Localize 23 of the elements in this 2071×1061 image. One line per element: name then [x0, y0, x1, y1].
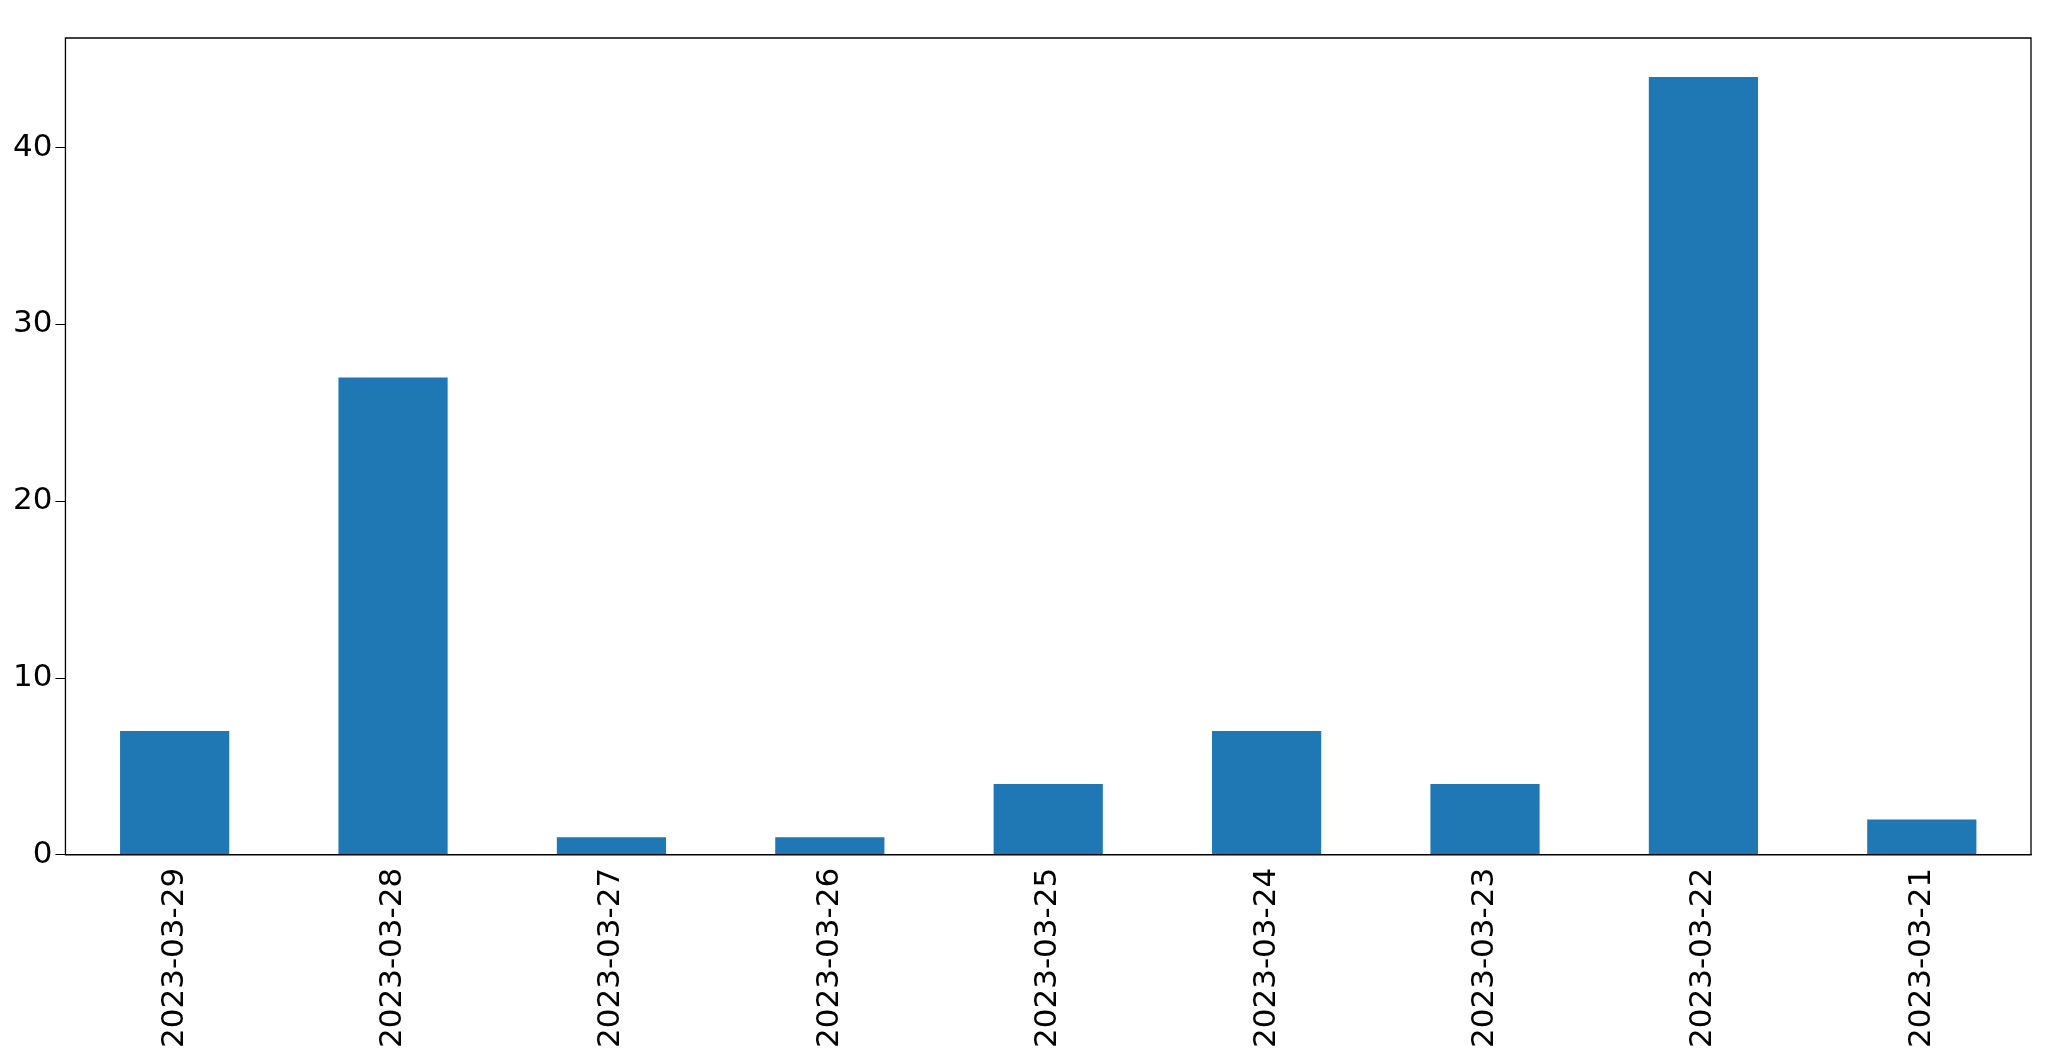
bar [775, 837, 885, 855]
y-tick-label: 20 [12, 480, 53, 517]
bar [120, 731, 230, 855]
bar [1430, 784, 1540, 855]
x-tick-label: 2023-03-23 [1464, 867, 1501, 1049]
bar [338, 377, 448, 855]
x-tick-label: 2023-03-21 [1900, 867, 1937, 1049]
y-tick-label: 40 [12, 126, 53, 163]
x-tick-label: 2023-03-24 [1245, 867, 1282, 1049]
x-tick-label: 2023-03-22 [1682, 867, 1719, 1049]
x-tick-label: 2023-03-27 [590, 867, 627, 1049]
bar [1867, 819, 1977, 855]
bar [556, 837, 667, 855]
bar [1212, 731, 1322, 855]
x-tick-label: 2023-03-26 [808, 867, 845, 1049]
y-tick-label: 10 [12, 657, 53, 694]
x-tick-label: 2023-03-25 [1027, 867, 1064, 1049]
x-tick-label: 2023-03-29 [153, 867, 190, 1049]
bar [993, 784, 1103, 855]
bar [1648, 76, 1759, 855]
y-tick-label: 0 [32, 833, 53, 870]
x-tick-label: 2023-03-28 [372, 867, 409, 1049]
y-tick-label: 30 [12, 303, 53, 340]
